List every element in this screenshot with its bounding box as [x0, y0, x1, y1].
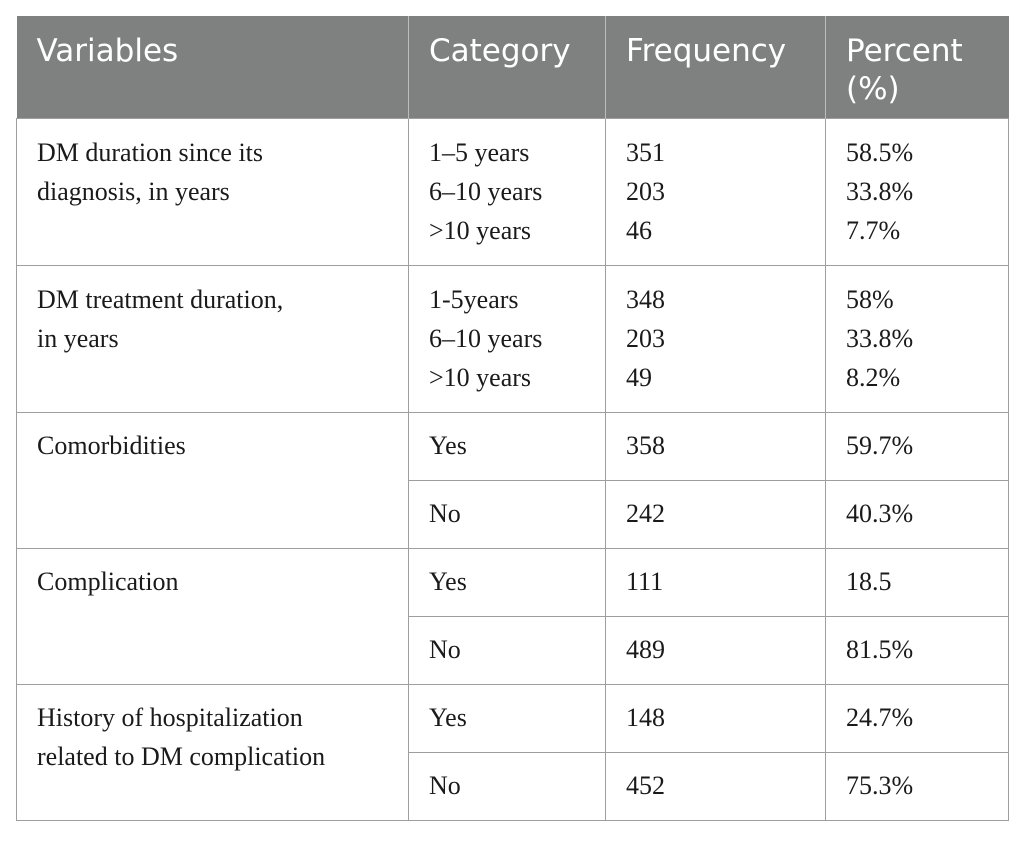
variable-label: DM duration since its	[37, 138, 264, 167]
variable-label: in years	[37, 324, 119, 353]
category-value: No	[429, 771, 461, 800]
frequency-cell: 489	[605, 616, 826, 685]
percent-cell: 18.5	[825, 548, 1009, 617]
frequency-value: 49	[626, 363, 652, 392]
table-body: DM duration since its diagnosis, in years…	[16, 118, 1009, 821]
category-value: >10 years	[429, 363, 532, 392]
percent-value: 59.7%	[846, 431, 914, 460]
percent-value: 81.5%	[846, 635, 914, 664]
table-row: No 452 75.3%	[17, 752, 1009, 821]
header-variables: Variables	[16, 16, 409, 119]
variable-label: DM treatment duration,	[37, 285, 284, 314]
header-frequency: Frequency	[605, 16, 826, 119]
frequency-value: 452	[626, 771, 665, 800]
frequency-cell: 348 203 49	[605, 265, 826, 413]
frequency-cell: 242	[605, 480, 826, 549]
category-cell: No	[408, 752, 606, 821]
table-row: No 242 40.3%	[17, 480, 1009, 549]
percent-cell: 59.7%	[825, 412, 1009, 481]
category-value: >10 years	[429, 216, 532, 245]
table-row: History of hospitalization related to DM …	[16, 684, 1009, 821]
percent-value: 58.5%	[846, 138, 914, 167]
frequency-value: 111	[626, 567, 664, 596]
frequency-value: 489	[626, 635, 665, 664]
percent-cell: 40.3%	[825, 480, 1009, 549]
variable-label: Comorbidities	[37, 431, 186, 460]
percent-value: 24.7%	[846, 703, 914, 732]
variable-cell: Comorbidities	[16, 412, 409, 549]
table-row: Comorbidities Yes 358 59.7%	[16, 412, 1009, 549]
category-cell: Yes	[408, 412, 606, 481]
frequency-value: 242	[626, 499, 665, 528]
percent-value: 40.3%	[846, 499, 914, 528]
category-value: 1-5years	[429, 285, 519, 314]
category-value: 6–10 years	[429, 324, 543, 353]
percent-cell: 58.5% 33.8% 7.7%	[825, 118, 1009, 266]
frequency-cell: 148	[605, 684, 826, 753]
frequency-cell: 351 203 46	[605, 118, 826, 266]
category-cell: No	[408, 480, 606, 549]
variable-label: Complication	[37, 567, 179, 596]
percent-value: 33.8%	[846, 177, 914, 206]
category-value: Yes	[429, 703, 467, 732]
category-value: Yes	[429, 567, 467, 596]
frequency-value: 46	[626, 216, 652, 245]
category-cell: Yes	[408, 548, 606, 617]
percent-value: 75.3%	[846, 771, 914, 800]
frequency-value: 203	[626, 324, 665, 353]
percent-value: 33.8%	[846, 324, 914, 353]
percent-value: 18.5	[846, 567, 892, 596]
percent-cell: 75.3%	[825, 752, 1009, 821]
data-table: Variables Category Frequency Percent (%)…	[16, 16, 1009, 821]
category-value: Yes	[429, 431, 467, 460]
category-cell: Yes	[408, 684, 606, 753]
variable-cell: History of hospitalization related to DM …	[16, 684, 409, 821]
percent-value: 7.7%	[846, 216, 901, 245]
percent-cell: 58% 33.8% 8.2%	[825, 265, 1009, 413]
percent-cell: 81.5%	[825, 616, 1009, 685]
category-cell: 1–5 years 6–10 years >10 years	[408, 118, 606, 266]
variable-label: diagnosis, in years	[37, 177, 230, 206]
table-row: DM duration since its diagnosis, in years…	[16, 118, 1009, 266]
frequency-cell: 111	[605, 548, 826, 617]
category-cell: 1-5years 6–10 years >10 years	[408, 265, 606, 413]
header-row: Variables Category Frequency Percent (%)	[16, 16, 1009, 119]
header-category: Category	[408, 16, 606, 119]
variable-cell: Complication	[16, 548, 409, 685]
variable-label: related to DM complication	[37, 742, 326, 771]
variable-cell: DM treatment duration, in years	[16, 265, 409, 413]
frequency-value: 351	[626, 138, 665, 167]
variable-cell: DM duration since its diagnosis, in years	[16, 118, 409, 266]
frequency-value: 348	[626, 285, 665, 314]
category-value: 1–5 years	[429, 138, 530, 167]
frequency-cell: 358	[605, 412, 826, 481]
category-cell: No	[408, 616, 606, 685]
percent-cell: 24.7%	[825, 684, 1009, 753]
frequency-value: 203	[626, 177, 665, 206]
table-row: DM treatment duration, in years 1-5years 6–…	[16, 265, 1009, 413]
percent-value: 8.2%	[846, 363, 901, 392]
table-row: Complication Yes 111 18.5	[16, 548, 1009, 685]
frequency-value: 358	[626, 431, 665, 460]
category-value: No	[429, 499, 461, 528]
category-value: 6–10 years	[429, 177, 543, 206]
category-value: No	[429, 635, 461, 664]
header-percent: Percent (%)	[825, 16, 1009, 119]
percent-value: 58%	[846, 285, 894, 314]
frequency-value: 148	[626, 703, 665, 732]
variable-label: History of hospitalization	[37, 703, 303, 732]
frequency-cell: 452	[605, 752, 826, 821]
